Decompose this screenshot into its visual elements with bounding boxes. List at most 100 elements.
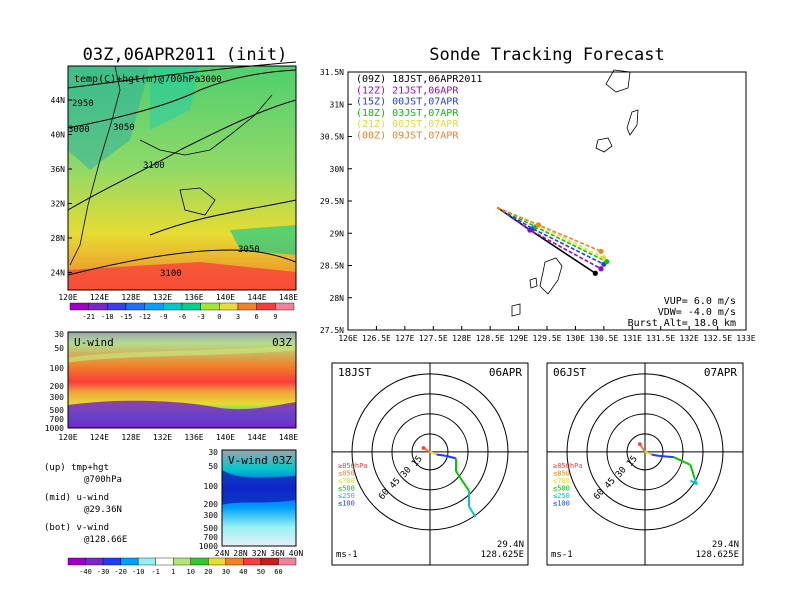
contour-label: 3100 — [160, 269, 182, 279]
colorbar-tick: -9 — [159, 313, 167, 321]
ring-label: 30 — [614, 465, 629, 480]
colorbar-swatch — [88, 302, 108, 311]
colorbar-tick: 3 — [236, 313, 240, 321]
hodograph-date: 07APR — [704, 366, 737, 379]
colorbar-tick: -30 — [97, 568, 110, 576]
launch-params: VUP= 6.0 m/s VDW= -4.0 m/s Burst Alt= 18… — [628, 296, 736, 329]
map-lon-ticks: 120E 124E 128E 132E 136E 140E 144E 148E — [58, 293, 298, 302]
map-label: temp(C)+hgt(m)@700hPa — [74, 74, 200, 85]
colorbar-tick: 0 — [217, 313, 221, 321]
hodograph-segment — [644, 450, 652, 456]
hodograph-start — [638, 442, 642, 446]
colorbar-tick: 6 — [255, 313, 259, 321]
colorbar-swatch — [173, 557, 191, 566]
legend-entry: (15Z) 00JST,07APR — [356, 97, 459, 108]
map-lat-tick: 28N — [51, 234, 66, 243]
contour-label: 3050 — [238, 245, 260, 255]
param-text: VDW= -4.0 m/s — [658, 307, 736, 318]
pressure-tick: 500 — [50, 406, 65, 415]
map-lon-tick: 128E — [121, 293, 140, 302]
hodograph-segment — [689, 464, 696, 479]
v-wind-label: V-wind — [228, 454, 268, 467]
colorbar-swatch — [69, 302, 89, 311]
pressure-tick: 30 — [208, 448, 218, 457]
pressure-legend: ≤250 — [338, 492, 355, 500]
map-lat-tick: 40N — [51, 131, 66, 140]
hodograph-segment — [455, 470, 470, 492]
colorbar-tick: 20 — [204, 568, 212, 576]
colorbar-swatch — [107, 302, 127, 311]
colorbar-swatch — [190, 557, 209, 566]
u-wind-time: 03Z — [272, 336, 292, 349]
colorbar-tick: 10 — [187, 568, 195, 576]
param-text: Burst Alt= 18.0 km — [628, 318, 736, 329]
ring-label: 60 — [377, 487, 392, 502]
colorbar-swatch — [275, 302, 295, 311]
pressure-legend: ≤850 — [553, 470, 570, 478]
lat-tick: 30N — [330, 165, 345, 174]
map-lon-tick: 144E — [247, 293, 266, 302]
lat-tick: 40N — [289, 549, 304, 558]
colorbar-swatch — [260, 557, 279, 566]
pressure-legend: ≥850hPa — [553, 462, 583, 470]
pressure-tick: 50 — [208, 462, 218, 471]
lon-tick: 127.5E — [419, 334, 448, 343]
pressure-legend: ≤850 — [338, 470, 355, 478]
map-lat-tick: 24N — [51, 269, 66, 278]
track-line — [496, 206, 605, 259]
colorbar-tick: 30 — [222, 568, 230, 576]
map-lon-tick: 132E — [153, 293, 172, 302]
pressure-legend: ≥850hPa — [338, 462, 368, 470]
colorbar-tick: 50 — [257, 568, 265, 576]
note-line: @29.36N — [84, 505, 122, 515]
track-point — [535, 222, 542, 228]
colorbar-swatch — [67, 557, 86, 566]
note-line: (mid) u-wind — [44, 493, 109, 503]
legend-entry: (00Z) 09JST,07APR — [356, 131, 459, 142]
colorbar-swatch — [200, 302, 220, 311]
hodograph-time: 06JST — [553, 366, 586, 379]
map-lat-ticks: 44N 40N 36N 32N 28N 24N — [51, 96, 72, 278]
map-lat-tick: 44N — [51, 96, 66, 105]
colorbar-tick: -20 — [114, 568, 127, 576]
legend-entry: (18Z) 03JST,07APR — [356, 108, 459, 119]
lon-tick: 126E — [338, 334, 357, 343]
pressure-tick: 1000 — [45, 424, 64, 433]
hodograph-segment — [673, 456, 691, 466]
hodograph-segment — [468, 505, 477, 518]
lon-tick: 132E — [153, 433, 172, 442]
lat-tick: 24N — [215, 549, 230, 558]
pressure-legend: ≤500 — [338, 485, 355, 493]
lon-tick: 128.5E — [476, 334, 505, 343]
map-lon-tick: 140E — [216, 293, 235, 302]
legend-entry: (21Z) 06JST,07APR — [356, 119, 459, 130]
pressure-legend: ≤100 — [338, 500, 355, 508]
lon-tick: 132E — [680, 334, 699, 343]
map-lat-tick: 32N — [51, 200, 66, 209]
pressure-tick: 100 — [50, 364, 65, 373]
colorbar-swatch — [102, 557, 121, 566]
map-lon-tick: 136E — [184, 293, 203, 302]
pressure-tick: 700 — [50, 415, 65, 424]
pressure-tick: 300 — [50, 393, 65, 402]
lon-tick: 127E — [395, 334, 414, 343]
ring-label: 45 — [388, 476, 403, 491]
colorbar-tick: 9 — [273, 313, 277, 321]
pressure-tick: 200 — [50, 382, 65, 391]
ring-label: 30 — [399, 465, 414, 480]
colorbar-swatch — [125, 302, 145, 311]
map-lon-tick: 120E — [58, 293, 77, 302]
u-wind-lon-ticks: 120E 124E 128E 132E 136E 140E 144E 148E — [58, 433, 298, 442]
legend-entry: (12Z) 21JST,06APR — [356, 85, 459, 96]
u-wind-section — [67, 331, 297, 429]
hodograph-segment — [651, 453, 659, 457]
tracking-title: Sonde Tracking Forecast — [429, 45, 664, 65]
lon-tick: 128E — [452, 334, 471, 343]
colorbar-swatch — [155, 557, 174, 566]
lon-tick: 133E — [736, 334, 755, 343]
pressure-tick: 50 — [54, 344, 64, 353]
lon-tick: 132.5E — [703, 334, 732, 343]
lat-tick: 29N — [330, 229, 345, 238]
pressure-tick: 700 — [204, 533, 219, 542]
pressure-legend: ≤700 — [338, 477, 355, 485]
